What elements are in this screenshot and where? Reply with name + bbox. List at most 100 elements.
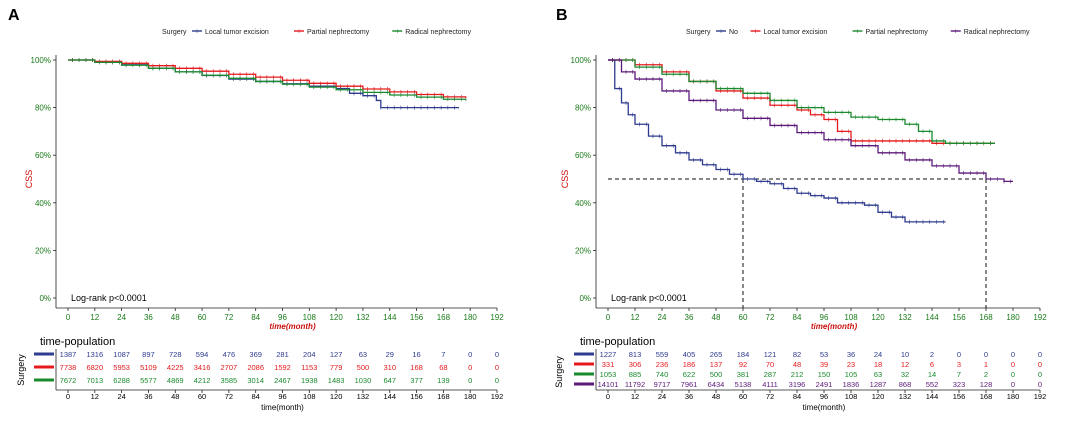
- x-axis-label: time(month): [269, 322, 316, 331]
- table-x-tick-label: 48: [171, 392, 179, 401]
- table-cell: 500: [357, 363, 370, 372]
- table-cell: 0: [468, 363, 472, 372]
- table-x-label: time(month): [261, 403, 304, 412]
- table-cell: 647: [383, 376, 396, 385]
- table-x-tick-label: 156: [410, 392, 423, 401]
- table-x-tick-label: 72: [766, 392, 774, 401]
- table-cell: 1227: [600, 350, 617, 359]
- table-cell: 281: [276, 350, 289, 359]
- y-tick-label: 100%: [571, 56, 591, 65]
- table-cell: 6820: [86, 363, 103, 372]
- logrank-annotation: Log-rank p<0.0001: [611, 293, 687, 303]
- table-x-tick-label: 36: [144, 392, 152, 401]
- table-cell: 3585: [221, 376, 238, 385]
- table-cell: 6434: [708, 380, 725, 389]
- table-cell: 6288: [113, 376, 130, 385]
- table-cell: 63: [874, 370, 882, 379]
- table-cell: 7672: [60, 376, 77, 385]
- x-tick-label: 108: [844, 313, 858, 322]
- table-cell: 128: [980, 380, 993, 389]
- table-x-tick-label: 60: [198, 392, 206, 401]
- legend-item: Local tumor excision: [764, 29, 828, 36]
- table-cell: 0: [1011, 370, 1015, 379]
- table-x-label: time(month): [803, 403, 846, 412]
- table-x-tick-label: 0: [66, 392, 70, 401]
- table-cell: 323: [953, 380, 966, 389]
- table-cell: 0: [495, 376, 499, 385]
- y-axis-label: CSS: [560, 170, 570, 189]
- table-cell: 1938: [301, 376, 318, 385]
- table-cell: 10: [901, 350, 909, 359]
- table-y-label: Surgery: [16, 354, 26, 386]
- table-cell: 7961: [681, 380, 698, 389]
- table-x-tick-label: 144: [383, 392, 396, 401]
- table-cell: 1030: [355, 376, 372, 385]
- x-tick-label: 180: [1006, 313, 1020, 322]
- x-tick-label: 144: [925, 313, 939, 322]
- table-cell: 18: [874, 360, 882, 369]
- table-x-tick-label: 84: [252, 392, 260, 401]
- table-cell: 105: [845, 370, 858, 379]
- legend-title: Surgery: [162, 29, 187, 36]
- table-x-tick-label: 108: [303, 392, 316, 401]
- table-cell: 897: [142, 350, 155, 359]
- table-x-tick-label: 60: [739, 392, 747, 401]
- table-cell: 0: [1038, 370, 1042, 379]
- x-tick-label: 144: [383, 313, 397, 322]
- table-cell: 1387: [60, 350, 77, 359]
- legend-item: No: [729, 29, 738, 36]
- table-cell: 3014: [247, 376, 264, 385]
- table-cell: 23: [847, 360, 855, 369]
- y-tick-label: 40%: [575, 199, 591, 208]
- table-cell: 127: [330, 350, 343, 359]
- series-line-3: [608, 59, 995, 144]
- table-cell: 306: [629, 360, 642, 369]
- table-cell: 2: [930, 350, 934, 359]
- x-tick-label: 72: [224, 313, 233, 322]
- table-cell: 559: [656, 350, 669, 359]
- table-cell: 2: [984, 370, 988, 379]
- table-cell: 1836: [843, 380, 860, 389]
- x-tick-label: 132: [898, 313, 912, 322]
- table-cell: 1287: [870, 380, 887, 389]
- y-tick-label: 60%: [575, 151, 591, 160]
- table-cell: 63: [359, 350, 367, 359]
- table-cell: 0: [495, 350, 499, 359]
- x-tick-label: 96: [820, 313, 829, 322]
- y-tick-label: 80%: [35, 104, 51, 113]
- x-tick-label: 156: [952, 313, 966, 322]
- table-cell: 11792: [625, 380, 645, 389]
- logrank-annotation: Log-rank p<0.0001: [71, 293, 147, 303]
- table-cell: 1087: [113, 350, 130, 359]
- table-cell: 82: [793, 350, 801, 359]
- legend-item: Radical nephrectomy: [964, 29, 1030, 36]
- x-tick-label: 60: [198, 313, 207, 322]
- table-cell: 9717: [654, 380, 671, 389]
- table-cell: 48: [793, 360, 801, 369]
- x-tick-label: 0: [66, 313, 71, 322]
- x-tick-label: 48: [712, 313, 721, 322]
- table-title: time-population: [580, 336, 655, 348]
- y-tick-label: 80%: [575, 104, 591, 113]
- table-cell: 1153: [301, 363, 317, 372]
- table-cell: 594: [196, 350, 209, 359]
- legend-marker: +: [855, 29, 859, 36]
- legend-item: Partial nephrectomy: [307, 29, 370, 36]
- table-cell: 2707: [221, 363, 238, 372]
- y-tick-label: 20%: [35, 246, 51, 255]
- table-cell: 369: [249, 350, 262, 359]
- table-cell: 137: [710, 360, 723, 369]
- x-tick-label: 168: [437, 313, 451, 322]
- table-cell: 1053: [600, 370, 617, 379]
- legend-marker: +: [395, 29, 399, 36]
- table-cell: 779: [330, 363, 343, 372]
- legend-item: Partial nephrectomy: [866, 29, 929, 36]
- table-cell: 92: [739, 360, 747, 369]
- y-tick-label: 100%: [31, 56, 51, 65]
- table-cell: 121: [764, 350, 777, 359]
- table-x-tick-label: 180: [464, 392, 477, 401]
- x-tick-label: 60: [739, 313, 748, 322]
- y-tick-label: 0%: [39, 294, 51, 303]
- table-x-tick-label: 36: [685, 392, 693, 401]
